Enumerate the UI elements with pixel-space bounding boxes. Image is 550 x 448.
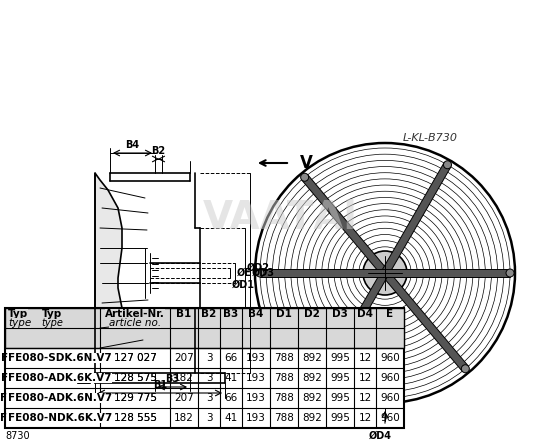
Text: 127 027: 127 027: [113, 353, 156, 363]
Polygon shape: [95, 173, 122, 373]
Text: FE080-ADK.6K.V7: FE080-ADK.6K.V7: [1, 373, 104, 383]
Text: 12: 12: [359, 353, 372, 363]
Circle shape: [363, 251, 407, 295]
Text: V: V: [300, 154, 313, 172]
Text: D3: D3: [332, 309, 348, 319]
Text: 995: 995: [330, 413, 350, 423]
Text: 892: 892: [302, 393, 322, 403]
Polygon shape: [319, 163, 451, 383]
Text: 127 027: 127 027: [113, 353, 156, 363]
Text: 66: 66: [224, 393, 238, 403]
Text: 66: 66: [224, 353, 238, 363]
Text: article no.: article no.: [109, 318, 161, 328]
Text: ØE: ØE: [237, 268, 252, 278]
Text: D2: D2: [304, 309, 320, 319]
Text: FE080-SDK.6N.V7: FE080-SDK.6N.V7: [8, 353, 112, 363]
Text: article no.: article no.: [111, 318, 160, 328]
Text: FE080-ADK.6N.V7: FE080-ADK.6N.V7: [1, 393, 104, 403]
Text: ØD2: ØD2: [247, 263, 270, 273]
Text: D1: D1: [276, 309, 292, 319]
Text: 892: 892: [302, 413, 322, 423]
Text: 182: 182: [174, 413, 194, 423]
Circle shape: [443, 161, 452, 169]
Polygon shape: [260, 269, 510, 277]
Text: 129 775: 129 775: [113, 393, 157, 403]
Text: VAATАl: VAATАl: [202, 199, 358, 237]
Text: FE080-ADK.6K.V7: FE080-ADK.6K.V7: [8, 373, 112, 383]
Text: 129 775: 129 775: [113, 393, 157, 403]
Text: 3: 3: [206, 393, 212, 403]
Text: ØD3: ØD3: [252, 268, 275, 278]
Text: Artikel-Nr.: Artikel-Nr.: [105, 309, 165, 319]
Text: 207: 207: [174, 393, 194, 403]
Text: 960: 960: [380, 413, 400, 423]
Text: FE080-NDK.6K.V7: FE080-NDK.6K.V7: [1, 413, 104, 423]
Text: type: type: [8, 318, 31, 328]
Text: 892: 892: [302, 373, 322, 383]
Circle shape: [256, 269, 264, 277]
Text: B2: B2: [201, 309, 217, 319]
Text: 207: 207: [174, 353, 194, 363]
Text: B3: B3: [223, 309, 239, 319]
Circle shape: [301, 173, 309, 181]
Text: 193: 193: [246, 393, 266, 403]
Text: 3: 3: [206, 353, 212, 363]
Text: L-KL-B730: L-KL-B730: [403, 133, 458, 143]
Text: 788: 788: [274, 393, 294, 403]
Text: B4: B4: [125, 140, 139, 150]
Text: 3: 3: [206, 413, 212, 423]
Text: type: type: [42, 318, 63, 328]
Text: B2: B2: [151, 146, 165, 156]
Text: 182: 182: [174, 373, 194, 383]
Text: 995: 995: [330, 373, 350, 383]
Text: 788: 788: [274, 353, 294, 363]
Text: FE080-SDK.6N.V7: FE080-SDK.6N.V7: [1, 353, 104, 363]
Text: 788: 788: [274, 413, 294, 423]
Text: 3: 3: [206, 373, 212, 383]
Text: 12: 12: [359, 393, 372, 403]
Text: 788: 788: [274, 373, 294, 383]
Text: Artikel-Nr.: Artikel-Nr.: [105, 309, 165, 319]
Text: 995: 995: [330, 353, 350, 363]
Bar: [5, 308, 404, 428]
Text: 193: 193: [246, 373, 266, 383]
Text: 960: 960: [380, 373, 400, 383]
Polygon shape: [301, 175, 469, 371]
Circle shape: [318, 377, 327, 385]
Text: B1: B1: [153, 380, 167, 390]
Text: 41: 41: [224, 373, 238, 383]
Text: 8730: 8730: [5, 431, 30, 441]
Circle shape: [461, 365, 469, 373]
Text: 960: 960: [380, 393, 400, 403]
Text: Typ: Typ: [42, 309, 63, 319]
Text: ØD1: ØD1: [232, 280, 255, 290]
Text: 12: 12: [359, 413, 372, 423]
Text: 128 575: 128 575: [113, 373, 157, 383]
Text: 193: 193: [246, 413, 266, 423]
Text: FE080-ADK.6N.V7: FE080-ADK.6N.V7: [8, 393, 112, 403]
Text: 128 555: 128 555: [113, 413, 157, 423]
Text: 64: 64: [68, 373, 80, 383]
Text: 892: 892: [302, 353, 322, 363]
Circle shape: [506, 269, 514, 277]
Text: FE080-NDK.6K.V7: FE080-NDK.6K.V7: [8, 413, 112, 423]
Text: Typ: Typ: [8, 309, 28, 319]
Text: B3: B3: [166, 374, 179, 384]
Text: 193: 193: [246, 353, 266, 363]
Text: 995: 995: [330, 393, 350, 403]
Text: B1: B1: [177, 309, 191, 319]
Text: 128 555: 128 555: [113, 413, 157, 423]
Text: 128 575: 128 575: [113, 373, 157, 383]
Text: D4: D4: [357, 309, 373, 319]
Text: 960: 960: [380, 353, 400, 363]
Text: 41: 41: [224, 413, 238, 423]
Text: ØD4: ØD4: [368, 431, 392, 441]
Text: 12: 12: [359, 373, 372, 383]
Text: B4: B4: [248, 309, 263, 319]
Bar: [5, 308, 404, 348]
Text: E: E: [387, 309, 394, 319]
